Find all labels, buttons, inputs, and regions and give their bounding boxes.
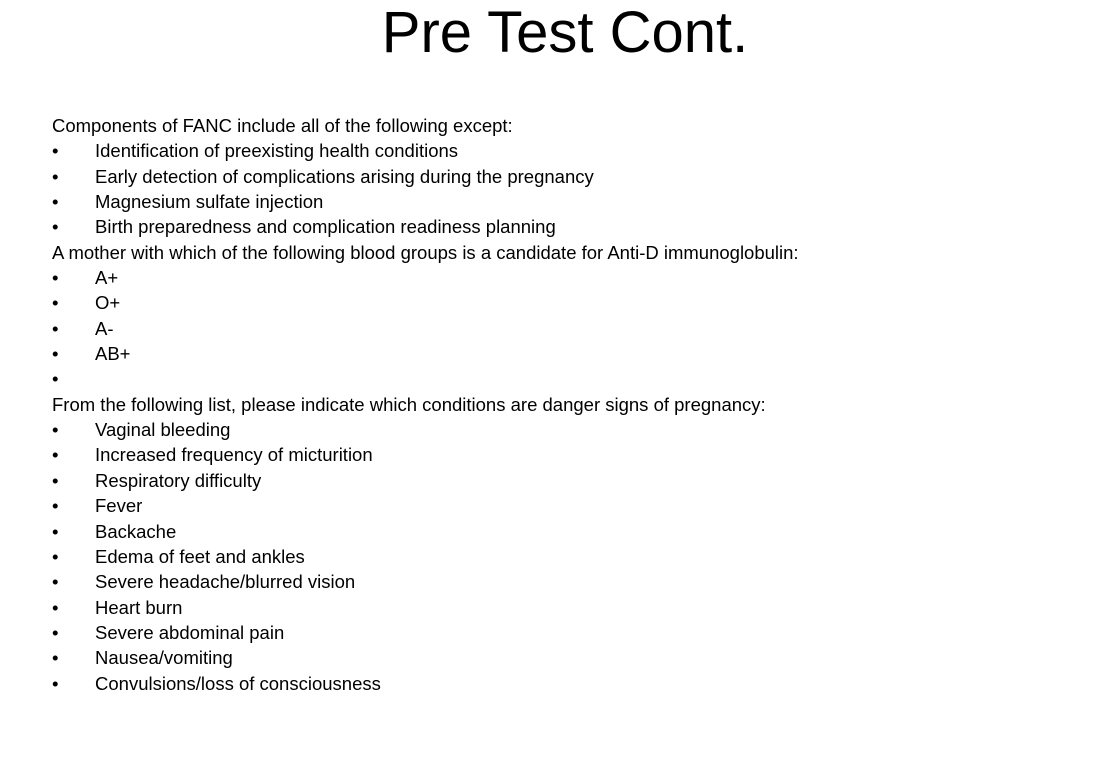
question-3-option-2: • Increased frequency of micturition — [52, 442, 1092, 467]
question-2-option-5-empty: • — [52, 366, 1092, 391]
bullet-icon: • — [52, 216, 59, 238]
question-3-prompt: From the following list, please indicate… — [52, 393, 766, 415]
option-text: AB+ — [95, 343, 131, 365]
option-text: Severe headache/blurred vision — [95, 571, 356, 593]
question-1-option-3: • Magnesium sulfate injection — [52, 189, 1092, 214]
bullet-icon: • — [52, 165, 59, 187]
question-3-option-6: • Edema of feet and ankles — [52, 544, 1092, 569]
option-text: Vaginal bleeding — [95, 419, 231, 441]
slide-content: Components of FANC include all of the fo… — [52, 113, 1092, 696]
bullet-icon: • — [52, 419, 59, 441]
bullet-icon: • — [52, 292, 59, 314]
option-text: Magnesium sulfate injection — [95, 191, 324, 213]
question-2-option-1: • A+ — [52, 265, 1092, 290]
option-text: Early detection of complications arising… — [95, 165, 594, 187]
bullet-icon: • — [52, 469, 59, 491]
bullet-icon: • — [52, 495, 59, 517]
bullet-icon: • — [52, 545, 59, 567]
option-text: Heart burn — [95, 596, 183, 618]
option-text: A- — [95, 317, 114, 339]
question-3-option-11: • Convulsions/loss of consciousness — [52, 671, 1092, 696]
option-text: Birth preparedness and complication read… — [95, 216, 556, 238]
question-3-option-10: • Nausea/vomiting — [52, 645, 1092, 670]
question-3-option-3: • Respiratory difficulty — [52, 468, 1092, 493]
bullet-icon: • — [52, 596, 59, 618]
question-3-option-9: • Severe abdominal pain — [52, 620, 1092, 645]
bullet-icon: • — [52, 267, 59, 289]
option-text: Backache — [95, 520, 177, 542]
question-3-option-7: • Severe headache/blurred vision — [52, 569, 1092, 594]
bullet-icon: • — [52, 317, 59, 339]
bullet-icon: • — [52, 621, 59, 643]
option-text: Nausea/vomiting — [95, 647, 233, 669]
question-2-option-3: • A- — [52, 316, 1092, 341]
question-3-option-4: • Fever — [52, 493, 1092, 518]
bullet-icon: • — [52, 647, 59, 669]
question-1-option-1: • Identification of preexisting health co… — [52, 138, 1092, 163]
option-text: O+ — [95, 292, 121, 314]
option-text: Respiratory difficulty — [95, 469, 262, 491]
question-3-option-5: • Backache — [52, 519, 1092, 544]
question-3-option-8: • Heart burn — [52, 595, 1092, 620]
option-text: Severe abdominal pain — [95, 621, 285, 643]
option-text: Increased frequency of micturition — [95, 444, 373, 466]
question-1-prompt: Components of FANC include all of the fo… — [52, 115, 513, 136]
question-2-option-2: • O+ — [52, 290, 1092, 315]
question-1-option-4: • Birth preparedness and complication rea… — [52, 214, 1092, 239]
option-text: Convulsions/loss of consciousness — [95, 672, 381, 694]
slide-title: Pre Test Cont. — [381, 0, 749, 65]
bullet-icon: • — [52, 191, 59, 213]
option-text: Identification of preexisting health con… — [95, 140, 459, 162]
question-2-option-4: • AB+ — [52, 341, 1092, 366]
bullet-icon: • — [52, 140, 59, 162]
option-text: Fever — [95, 495, 143, 517]
bullet-icon: • — [52, 444, 59, 466]
option-text: Edema of feet and ankles — [95, 545, 305, 567]
question-1-option-2: • Early detection of complications arisin… — [52, 164, 1092, 189]
bullet-icon: • — [52, 368, 59, 390]
question-3-option-1: • Vaginal bleeding — [52, 417, 1092, 442]
bullet-icon: • — [52, 672, 59, 694]
bullet-icon: • — [52, 520, 59, 542]
option-text: A+ — [95, 267, 119, 289]
question-2-prompt: A mother with which of the following blo… — [52, 241, 799, 263]
bullet-icon: • — [52, 343, 59, 365]
bullet-icon: • — [52, 571, 59, 593]
